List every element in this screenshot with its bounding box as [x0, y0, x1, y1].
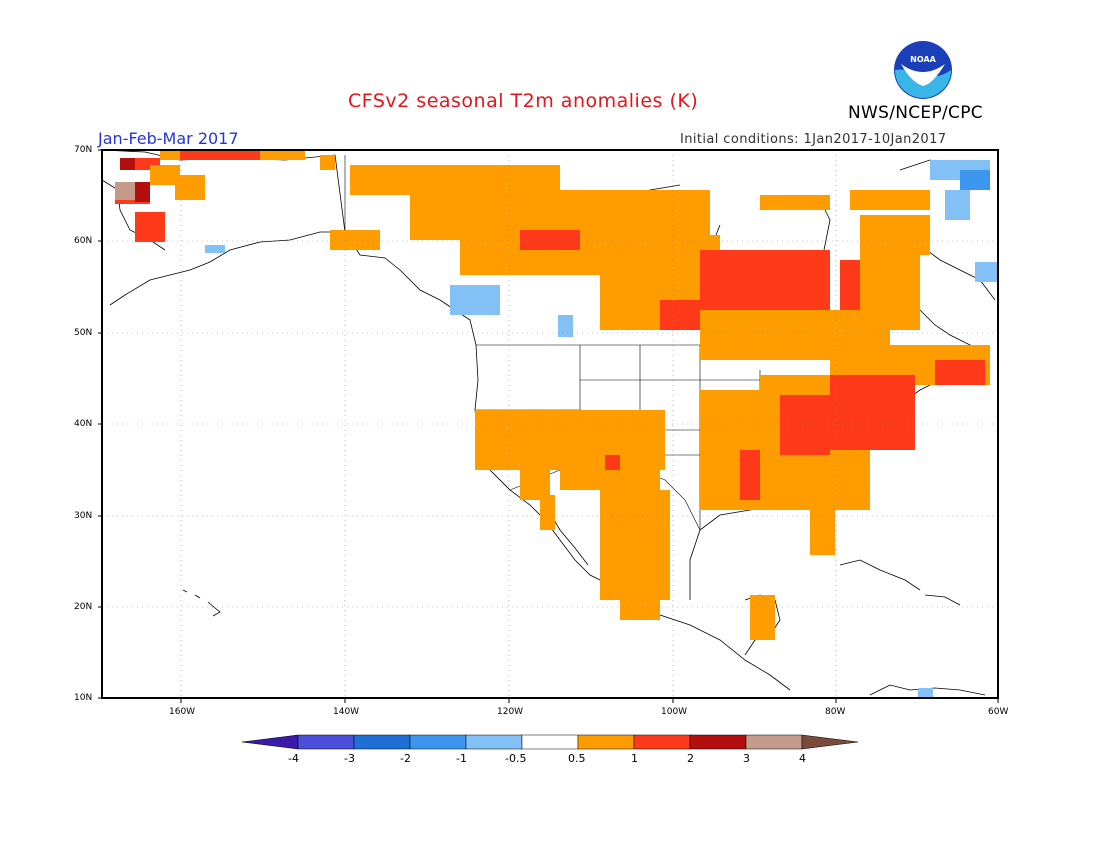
lat-label: 60N	[74, 236, 93, 246]
season-label: Jan-Feb-Mar 2017	[98, 129, 239, 148]
lat-label: 70N	[74, 145, 93, 155]
lon-label: 100W	[661, 707, 688, 717]
colorbar-label: -3	[344, 752, 355, 765]
colorbar-label: -1	[456, 752, 467, 765]
lon-label: 120W	[497, 707, 524, 717]
noaa-logo: NOAA	[894, 41, 952, 99]
anomaly-fill	[115, 150, 997, 698]
lon-label: 160W	[169, 707, 196, 717]
colorbar-label: 2	[687, 752, 694, 765]
map-title: CFSv2 seasonal T2m anomalies (K)	[348, 90, 699, 112]
colorbar-label: 0.5	[568, 752, 586, 765]
colorbar-label: 4	[799, 752, 806, 765]
colorbar-right-arrow	[801, 734, 859, 750]
colorbar-label: 3	[743, 752, 750, 765]
lat-label: 20N	[74, 602, 93, 612]
colorbar-label: -4	[288, 752, 299, 765]
colorbar-left-arrow	[241, 734, 299, 750]
agency-label: NWS/NCEP/CPC	[848, 103, 983, 123]
colorbar-label: -0.5	[505, 752, 527, 765]
lat-label: 30N	[74, 511, 93, 521]
lon-label: 80W	[825, 707, 846, 717]
lat-label: 50N	[74, 328, 93, 338]
initial-conditions-label: Initial conditions: 1Jan2017-10Jan2017	[680, 132, 947, 147]
svg-text:NOAA: NOAA	[910, 55, 936, 64]
colorbar-label: -2	[400, 752, 411, 765]
colorbar	[241, 734, 859, 750]
lat-label: 10N	[74, 693, 93, 703]
lon-label: 140W	[333, 707, 360, 717]
lat-label: 40N	[74, 419, 93, 429]
lon-label: 60W	[988, 707, 1009, 717]
colorbar-label: 1	[631, 752, 638, 765]
